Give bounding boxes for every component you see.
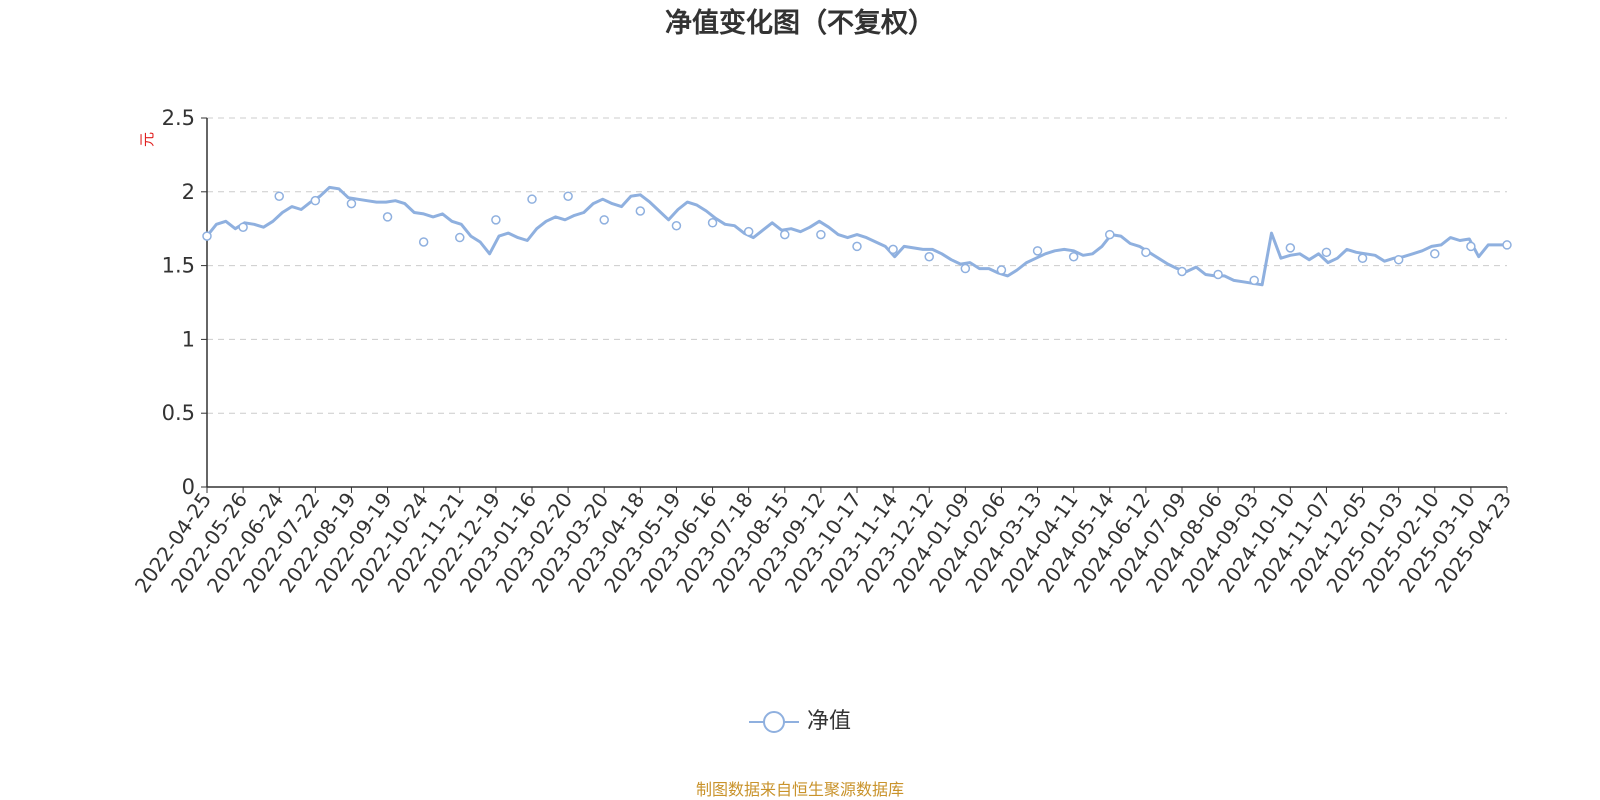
axes — [206, 118, 1507, 488]
data-point[interactable] — [599, 215, 609, 225]
data-point[interactable] — [382, 212, 393, 222]
data-point[interactable] — [1357, 253, 1368, 263]
legend[interactable]: 净值 — [0, 702, 1600, 748]
legend-line-circle-icon — [748, 710, 799, 734]
data-point[interactable] — [1285, 243, 1296, 253]
data-point[interactable] — [852, 241, 862, 252]
data-point[interactable] — [960, 263, 971, 274]
y-tick-label: 1.5 — [162, 254, 195, 278]
data-point[interactable] — [635, 206, 646, 216]
data-point[interactable] — [743, 226, 754, 237]
y-tick-label: 2.5 — [162, 106, 195, 130]
data-point[interactable] — [1177, 266, 1187, 277]
data-point[interactable] — [1502, 240, 1512, 250]
y-tick-label: 0 — [182, 475, 195, 499]
data-point[interactable] — [1249, 275, 1259, 286]
data-point[interactable] — [996, 265, 1007, 275]
legend-item-nav[interactable]: 净值 — [748, 702, 851, 742]
data-point[interactable] — [780, 229, 790, 240]
data-point[interactable] — [1032, 246, 1043, 256]
legend-label: 净值 — [806, 709, 851, 734]
data-point[interactable] — [202, 231, 212, 241]
data-point[interactable] — [491, 215, 501, 225]
data-point[interactable] — [418, 237, 429, 247]
data-point[interactable] — [274, 191, 284, 201]
data-point[interactable] — [1213, 269, 1223, 280]
y-tick-labels: 0 0.5 1 1.5 2 2.5 — [162, 106, 207, 499]
y-tick-label: 2 — [182, 180, 195, 204]
data-point[interactable] — [563, 191, 573, 201]
y-tick-label: 1 — [182, 327, 195, 351]
data-point[interactable] — [1393, 254, 1404, 265]
data-point[interactable] — [707, 218, 718, 228]
data-point[interactable] — [1430, 249, 1440, 259]
data-point[interactable] — [310, 195, 321, 206]
data-point[interactable] — [527, 194, 537, 204]
series-line-nav — [205, 185, 1507, 287]
data-point[interactable] — [888, 244, 898, 255]
chart-plot-area: 0 0.5 1 1.5 2 2.5 2022-04-252022-05-262022-06… — [130, 106, 1516, 597]
data-point[interactable] — [238, 222, 248, 232]
y-tick-label: 0.5 — [162, 401, 195, 425]
data-point[interactable] — [1105, 229, 1115, 240]
series-points — [202, 191, 1512, 286]
data-point[interactable] — [346, 198, 357, 209]
data-point[interactable] — [1068, 251, 1079, 262]
gridlines — [207, 117, 1507, 414]
data-point[interactable] — [924, 251, 934, 262]
data-point[interactable] — [1321, 247, 1332, 258]
x-tick-labels: 2022-04-252022-05-262022-06-242022-07-22… — [130, 487, 1516, 597]
data-point[interactable] — [1141, 247, 1151, 258]
data-point[interactable] — [671, 220, 682, 231]
data-point[interactable] — [816, 229, 826, 240]
chart-title: 净值变化图（不复权） — [665, 8, 935, 39]
data-point[interactable] — [455, 232, 465, 243]
source-note: 制图数据来自恒生聚源数据库 — [695, 780, 904, 799]
data-point[interactable] — [1466, 241, 1476, 252]
